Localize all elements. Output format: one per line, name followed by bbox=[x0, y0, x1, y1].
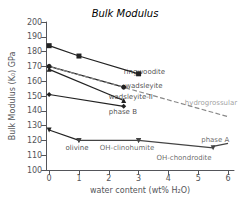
svg-text:0: 0 bbox=[47, 174, 52, 183]
svg-text:200: 200 bbox=[27, 18, 42, 27]
svg-text:Bulk Modulus: Bulk Modulus bbox=[92, 8, 159, 19]
svg-text:100: 100 bbox=[27, 166, 42, 175]
svg-text:180: 180 bbox=[27, 47, 42, 56]
svg-text:wadsleyite: wadsleyite bbox=[125, 82, 163, 90]
svg-text:170: 170 bbox=[27, 62, 42, 71]
svg-text:5: 5 bbox=[196, 174, 201, 183]
svg-text:Bulk Modulus (K₀) GPa: Bulk Modulus (K₀) GPa bbox=[8, 52, 17, 141]
svg-text:160: 160 bbox=[27, 77, 42, 86]
svg-text:phase B: phase B bbox=[109, 108, 137, 116]
svg-text:1: 1 bbox=[76, 174, 81, 183]
svg-text:190: 190 bbox=[27, 32, 42, 41]
svg-text:2: 2 bbox=[106, 174, 111, 183]
svg-text:olivine: olivine bbox=[66, 144, 89, 152]
svg-text:140: 140 bbox=[27, 106, 42, 115]
svg-text:hydrogrossular: hydrogrossular bbox=[185, 99, 237, 107]
svg-text:phase A: phase A bbox=[201, 136, 229, 144]
svg-text:120: 120 bbox=[27, 136, 42, 145]
svg-text:3: 3 bbox=[136, 174, 141, 183]
svg-text:110: 110 bbox=[27, 151, 42, 160]
svg-text:OH-clinohumite: OH-clinohumite bbox=[100, 144, 154, 152]
svg-text:130: 130 bbox=[27, 121, 42, 130]
svg-text:ringwoodite: ringwoodite bbox=[124, 68, 165, 76]
svg-text:4: 4 bbox=[166, 174, 171, 183]
svg-text:150: 150 bbox=[27, 92, 42, 101]
svg-text:OH-chondrodite: OH-chondrodite bbox=[156, 154, 211, 162]
svg-text:6: 6 bbox=[225, 174, 230, 183]
svg-text:water content (wt% H₂O): water content (wt% H₂O) bbox=[90, 186, 190, 195]
svg-text:wadsleyite-II: wadsleyite-II bbox=[109, 93, 153, 101]
